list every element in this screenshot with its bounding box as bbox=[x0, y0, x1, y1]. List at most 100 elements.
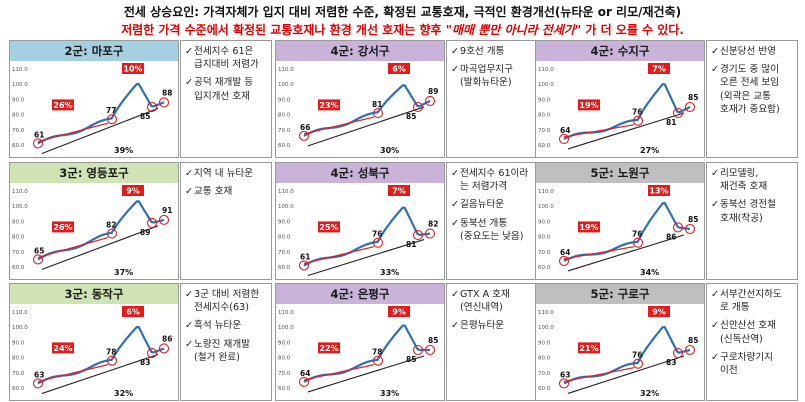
y-tick-label: 60.0 bbox=[538, 386, 551, 392]
district-chart-title: 5군: 노원구 bbox=[536, 163, 704, 183]
check-icon: ✓ bbox=[451, 46, 460, 57]
note-text: 공덕 재개발 등 입지개선 호재 bbox=[194, 77, 254, 102]
y-tick-label: 100.0 bbox=[278, 325, 294, 331]
rise-badge-label: 19% bbox=[579, 101, 598, 110]
note-text: GTX A 호재 (연신내역) bbox=[460, 289, 510, 314]
total-trend-arrow bbox=[567, 112, 685, 150]
key-point-marker bbox=[412, 344, 424, 356]
key-point-marker bbox=[146, 347, 158, 359]
total-rise-label: 37% bbox=[114, 268, 133, 277]
y-tick-label: 80.0 bbox=[538, 235, 551, 241]
trend-arrow bbox=[563, 124, 635, 138]
rise-badge bbox=[122, 63, 144, 74]
key-point-marker bbox=[106, 114, 118, 125]
note-item: ✓ 동북선 개통 (중요도는 낮음) bbox=[451, 217, 534, 243]
trend-arrow bbox=[37, 236, 109, 258]
note-text: 교통 호재 bbox=[194, 186, 233, 198]
index-line-chart: 110.0 100.0 90.0 80.0 70.0 60.0 63 76 83 85 21% 9% 3… bbox=[538, 306, 698, 398]
y-tick-label: 80.0 bbox=[12, 113, 25, 119]
rise-badge-label: 10% bbox=[123, 65, 142, 74]
y-tick-label: 100.0 bbox=[12, 325, 28, 331]
key-point-marker bbox=[672, 222, 684, 233]
key-point-marker bbox=[372, 237, 384, 248]
y-tick-label: 110.0 bbox=[538, 310, 554, 316]
rise-badge bbox=[578, 342, 600, 354]
rise-badge bbox=[648, 185, 670, 196]
trend-arrow bbox=[303, 246, 375, 265]
key-point-marker bbox=[158, 214, 170, 225]
key-point-marker bbox=[424, 95, 436, 106]
index-line-chart: 110.0 100.0 90.0 80.0 70.0 60.0 66 81 85 89 23% 6% 3… bbox=[278, 63, 438, 155]
check-icon: ✓ bbox=[185, 338, 194, 350]
value-label: 61 bbox=[300, 252, 310, 261]
rise-badge bbox=[388, 185, 410, 196]
note-item: ✓ 경기도 중 많이 오른 전세 보임 (외곽은 교통 호재가 중요함) bbox=[711, 63, 794, 116]
note-item: ✓ 노량진 재개발 (철거 완료) bbox=[185, 338, 268, 364]
district-notes: ✓ 리모델링, 재건축 호재 ✓ 동북선 경전철 호재(착공) bbox=[706, 162, 798, 280]
y-tick-label: 90.0 bbox=[538, 97, 551, 103]
value-label: 77 bbox=[106, 106, 116, 115]
y-tick-label: 90.0 bbox=[538, 219, 551, 225]
total-rise-label: 30% bbox=[380, 146, 399, 155]
district-notes: ✓ 9호선 개통 ✓ 마곡업무지구 (발화뉴타운) bbox=[446, 40, 538, 158]
value-label: 64 bbox=[560, 126, 570, 135]
note-item: ✓ 신분당선 반영 bbox=[711, 45, 794, 58]
rise-badge bbox=[578, 99, 600, 111]
check-icon: ✓ bbox=[711, 320, 720, 332]
total-rise-label: 33% bbox=[380, 268, 399, 277]
y-tick-label: 80.0 bbox=[538, 356, 551, 362]
district-chart-panel: 4군: 은평구 110.0 100.0 90.0 80.0 70.0 60.0 64 78 85 8… bbox=[275, 283, 445, 401]
y-tick-label: 100.0 bbox=[278, 82, 294, 88]
check-icon: ✓ bbox=[185, 168, 194, 179]
rise-badge-label: 24% bbox=[53, 344, 72, 353]
y-tick-label: 80.0 bbox=[538, 113, 551, 119]
value-label: 78 bbox=[372, 348, 382, 357]
key-point-marker bbox=[558, 255, 570, 266]
note-text: 신안산선 호재 (신독산역) bbox=[720, 320, 777, 345]
note-item: ✓ 은평뉴타운 bbox=[451, 319, 534, 332]
value-label: 63 bbox=[34, 370, 44, 379]
total-trend-arrow bbox=[41, 353, 159, 394]
y-tick-label: 100.0 bbox=[12, 204, 28, 210]
y-tick-label: 70.0 bbox=[538, 371, 551, 377]
y-tick-label: 60.0 bbox=[12, 265, 25, 271]
rise-badge-label: 9% bbox=[652, 308, 666, 317]
value-label: 76 bbox=[632, 351, 642, 360]
note-text: 길음뉴타운 bbox=[460, 199, 505, 211]
district-chart-panel: 2군: 마포구 110.0 100.0 90.0 80.0 70.0 60.0 61 77 85 8… bbox=[9, 40, 179, 158]
trend-arrow bbox=[303, 116, 375, 135]
y-tick-label: 100.0 bbox=[538, 204, 554, 210]
rise-badge-label: 19% bbox=[579, 223, 598, 232]
note-text: 리모델링, 재건축 호재 bbox=[720, 168, 768, 193]
district-chart-panel: 3군: 영등포구 110.0 100.0 90.0 80.0 70.0 60.0 65 82 89… bbox=[9, 162, 179, 280]
value-label: 76 bbox=[632, 230, 642, 239]
key-point-marker bbox=[146, 101, 158, 113]
y-tick-label: 70.0 bbox=[538, 250, 551, 256]
value-label: 85 bbox=[428, 336, 438, 345]
district-notes: ✓ 지역 내 뉴타운 ✓ 교통 호재 bbox=[180, 162, 272, 280]
key-point-marker bbox=[372, 108, 384, 119]
total-trend-arrow bbox=[567, 355, 685, 394]
value-label: 83 bbox=[140, 358, 150, 367]
index-line-chart: 110.0 100.0 90.0 80.0 70.0 60.0 64 78 85 85 22% 9% 3… bbox=[278, 306, 438, 398]
note-item: ✓ 지역 내 뉴타운 bbox=[185, 167, 268, 180]
y-tick-label: 80.0 bbox=[278, 356, 291, 362]
note-item: ✓ 서부간선지하도 로 개통 bbox=[711, 288, 794, 314]
check-icon: ✓ bbox=[711, 351, 720, 363]
key-point-marker bbox=[558, 133, 570, 144]
value-label: 85 bbox=[688, 93, 698, 102]
y-tick-label: 70.0 bbox=[538, 128, 551, 134]
district-chart-title: 4군: 은평구 bbox=[276, 284, 444, 304]
y-tick-label: 60.0 bbox=[538, 143, 551, 149]
trend-arrow bbox=[303, 364, 375, 381]
y-tick-label: 100.0 bbox=[538, 325, 554, 331]
district-notes: ✓ 전세지수 61은 급지대비 저렴가 ✓ 공덕 재개발 등 입지개선 호재 bbox=[180, 40, 272, 158]
y-tick-label: 70.0 bbox=[12, 371, 25, 377]
value-label: 91 bbox=[162, 206, 172, 215]
district-chart-title: 5군: 구로구 bbox=[536, 284, 704, 304]
rise-badge-label: 7% bbox=[652, 65, 666, 74]
note-text: 동북선 경전철 호재(착공) bbox=[720, 199, 777, 224]
value-label: 85 bbox=[406, 355, 416, 364]
key-point-marker bbox=[558, 378, 570, 389]
value-label: 76 bbox=[632, 108, 642, 117]
